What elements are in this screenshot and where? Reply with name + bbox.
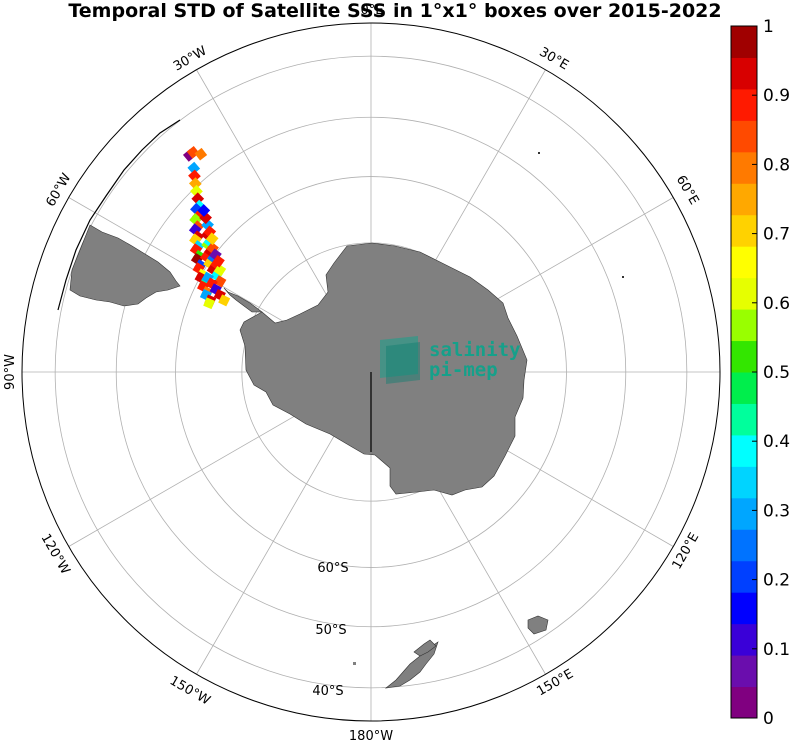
colorbar-tick-label: 0.1 — [763, 640, 790, 660]
colorbar-segment — [731, 497, 757, 530]
colorbar-tick-label: 0.5 — [763, 363, 790, 383]
colorbar-segment — [731, 26, 757, 58]
small-island — [353, 662, 356, 665]
colorbar-tick-label: 0.9 — [763, 86, 790, 106]
colorbar-tick-label: 1 — [763, 17, 774, 37]
std-cells — [182, 145, 231, 310]
colorbar-segment — [731, 57, 757, 90]
colorbar-segment — [731, 183, 757, 216]
colorbar-tick-label: 0.4 — [763, 432, 790, 452]
colorbar-tick-label: 0.3 — [763, 501, 790, 521]
colorbar-segment — [731, 592, 757, 625]
colorbar-segment — [731, 246, 757, 279]
colorbar-segment — [731, 120, 757, 153]
colorbar-tick-label: 0.6 — [763, 294, 790, 314]
colorbar-segment — [731, 560, 757, 593]
std-cell — [212, 254, 225, 268]
small-island — [538, 152, 540, 154]
new-zealand-north-part — [413, 639, 437, 657]
colorbar-tick-label: 0.7 — [763, 225, 790, 245]
std-cell — [197, 204, 211, 217]
colorbar-segment — [731, 214, 757, 247]
colorbar: 0 0.1 0.2 0.3 0.4 0.5 0.6 0.7 0.8 0.9 1 — [730, 17, 790, 729]
colorbar-tick-label: 0.2 — [763, 571, 790, 591]
colorbar-segment — [731, 655, 757, 688]
colorbar-segment — [731, 434, 757, 467]
coastline-line — [57, 119, 181, 311]
colorbar-ticks: 0 0.1 0.2 0.3 0.4 0.5 0.6 0.7 0.8 0.9 1 — [752, 17, 790, 729]
std-cell — [214, 275, 227, 288]
colorbar-segment — [731, 277, 757, 310]
lon-label-90w: 90°W — [3, 354, 18, 390]
colorbar-segment — [731, 403, 757, 436]
small-island — [622, 276, 624, 278]
colorbar-segment — [731, 309, 757, 342]
std-cell — [188, 177, 202, 190]
lon-label-180: 180°W — [349, 729, 393, 743]
lon-label-0: 0°E — [361, 3, 384, 18]
colorbar-segment — [731, 372, 757, 404]
lon-label-60e: 60°E — [673, 173, 702, 208]
colorbar-segment — [731, 623, 757, 656]
salinity-pi-mep-logo: salinity pi-mep — [380, 336, 521, 384]
std-cell — [194, 147, 208, 161]
std-cell — [205, 232, 219, 246]
antarctic-peninsula — [223, 287, 263, 313]
std-cell — [187, 161, 201, 175]
std-cell — [203, 297, 215, 310]
std-cell — [218, 294, 231, 307]
map-frame — [21, 22, 721, 722]
lat-label-40s: 40°S — [312, 684, 343, 699]
colorbar-segment — [731, 529, 757, 562]
colorbar-segment — [731, 686, 757, 719]
colorbar-segment — [731, 151, 757, 184]
colorbar-tick-label: 0.8 — [763, 155, 790, 175]
colorbar-segment — [731, 340, 757, 373]
colorbar-segment — [731, 466, 757, 499]
lat-label-50s: 50°S — [315, 623, 346, 638]
lat-label-60s: 60°S — [317, 561, 348, 576]
latitude-labels: 60°S 50°S 40°S — [312, 561, 348, 699]
logo-text-1: salinity — [429, 339, 521, 361]
std-cell — [188, 169, 201, 183]
std-cell — [213, 263, 227, 277]
colorbar-segment — [731, 88, 757, 121]
polar-map: salinity pi-mep — [21, 22, 721, 722]
colorbar-segments — [731, 26, 757, 719]
colorbar-tick-label: 0 — [763, 709, 774, 729]
logo-text-2: pi-mep — [429, 359, 498, 381]
chart-title: Temporal STD of Satellite SSS in 1°x1° b… — [68, 0, 721, 22]
tasmania — [527, 615, 549, 635]
south-america-tip — [69, 224, 181, 307]
